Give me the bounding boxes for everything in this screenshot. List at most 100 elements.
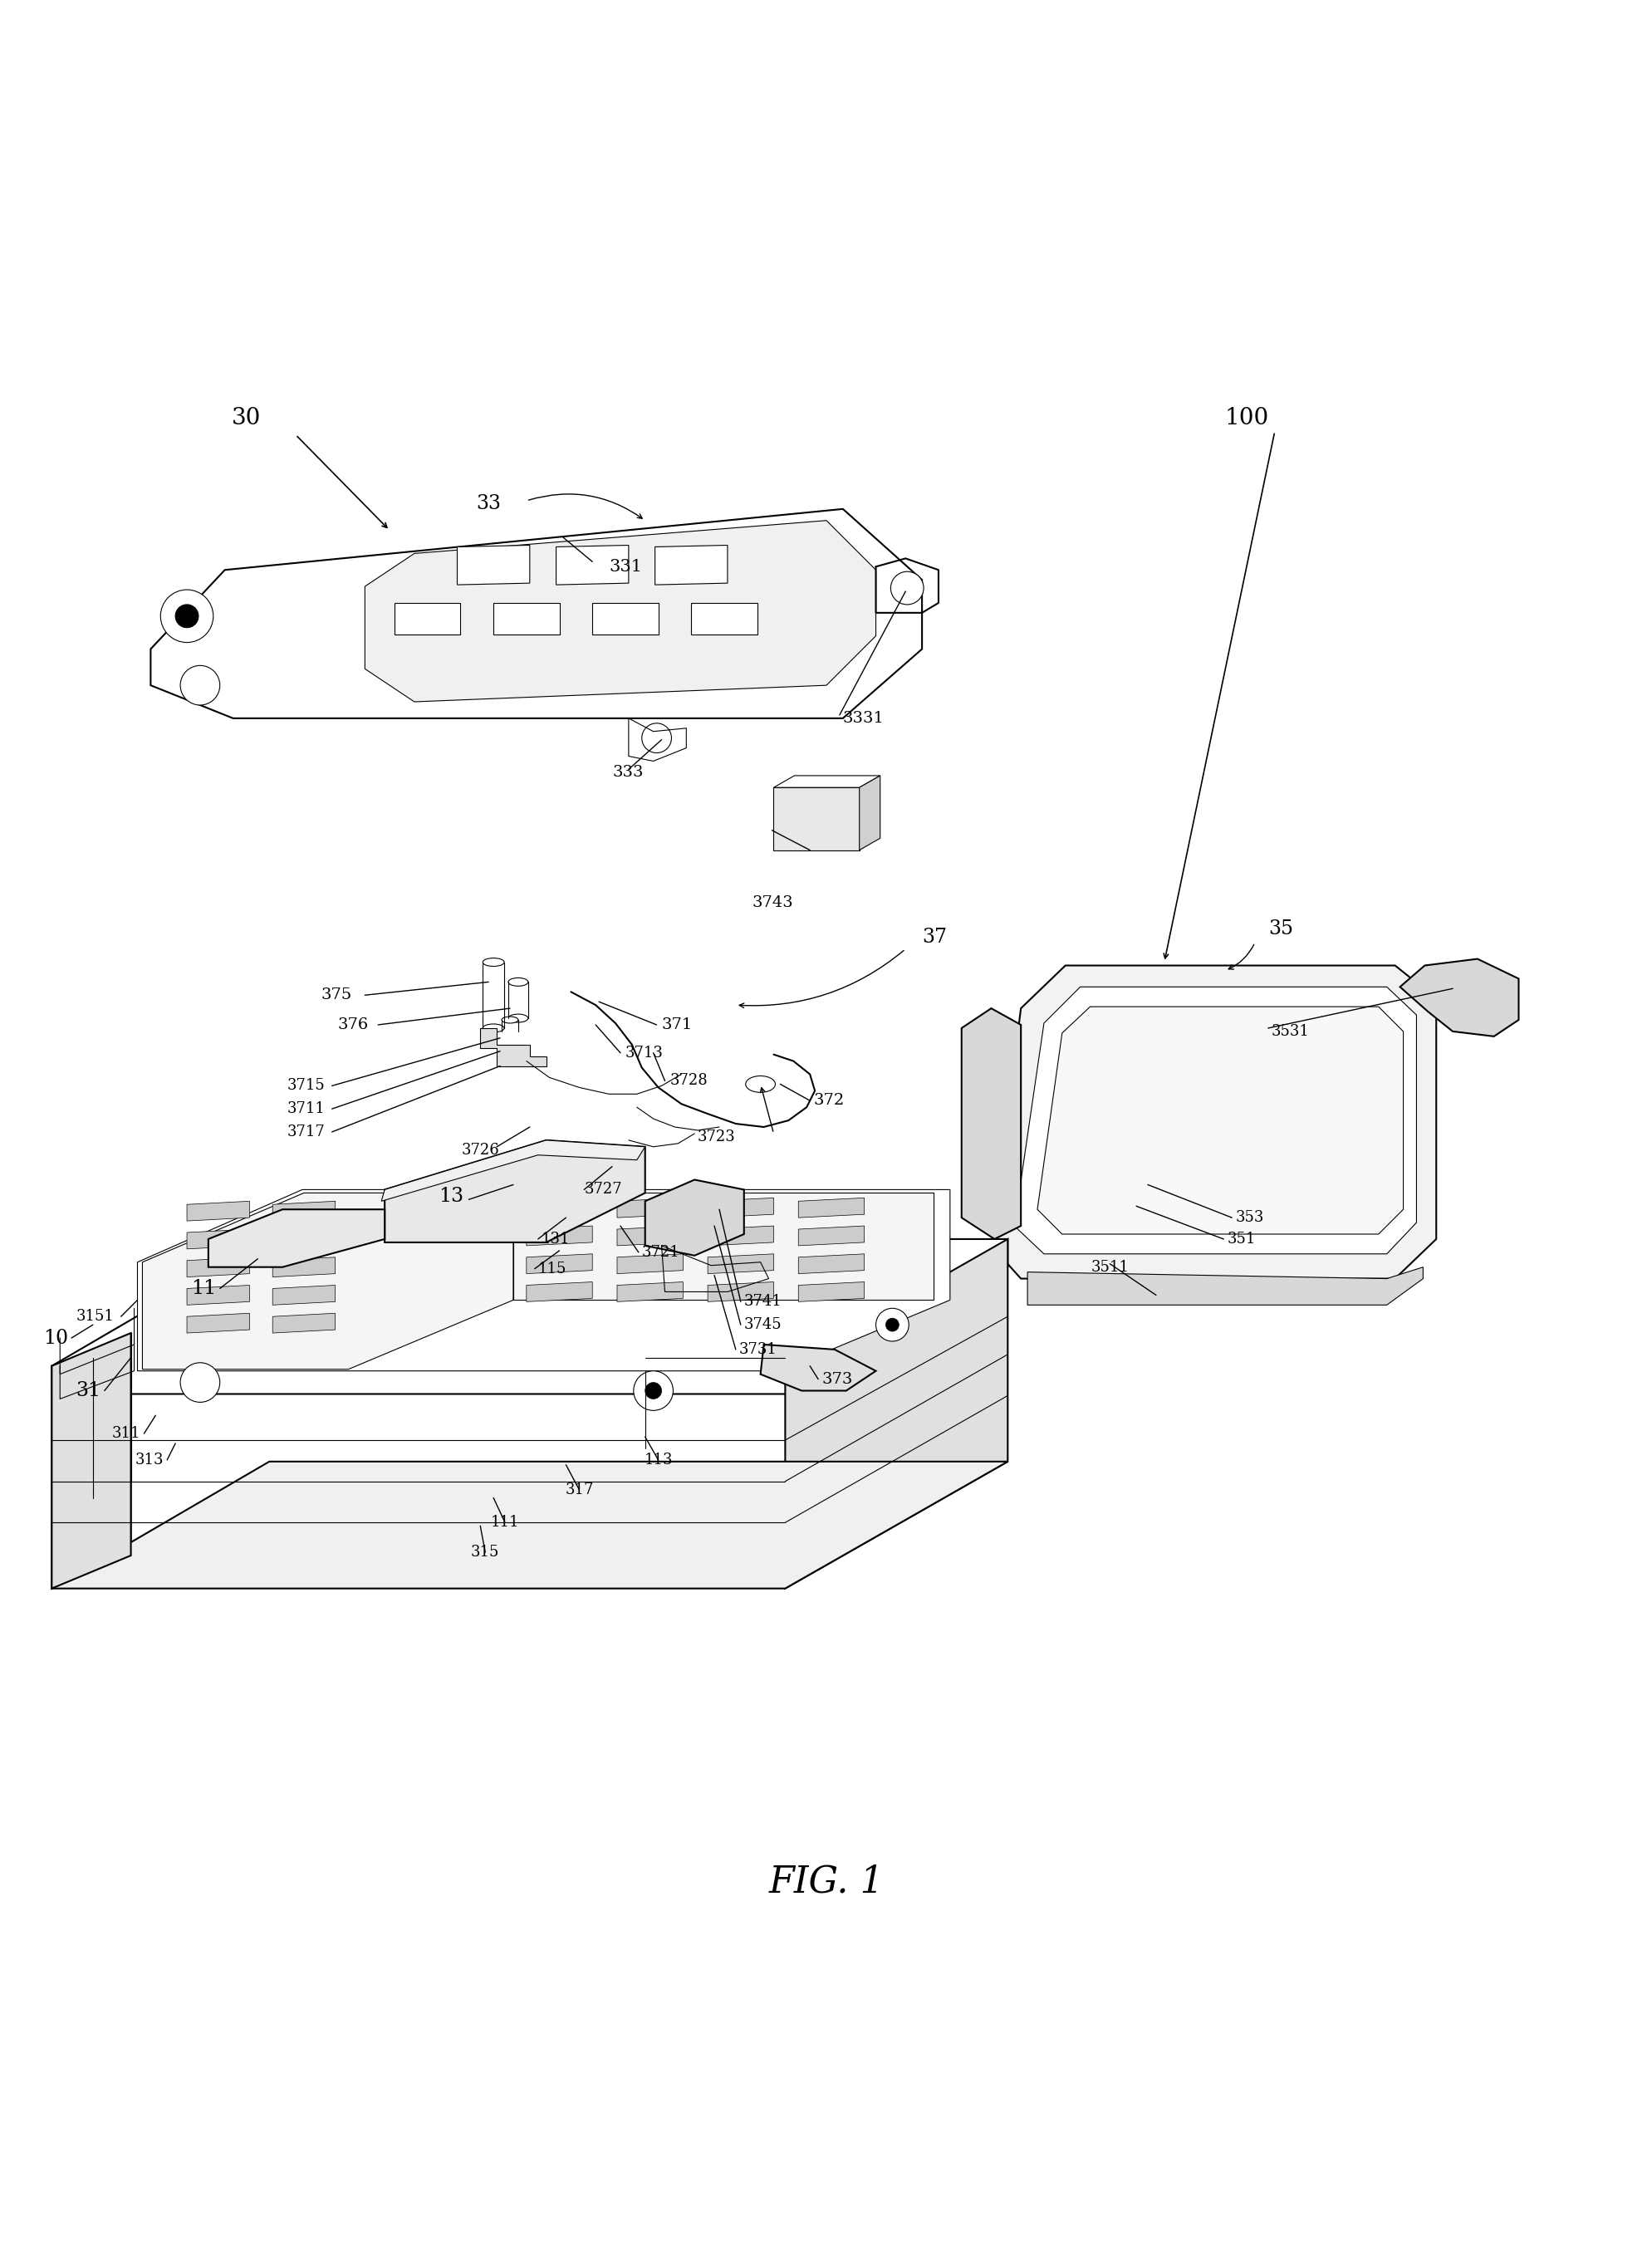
Text: 10: 10 bbox=[43, 1328, 68, 1348]
Polygon shape bbox=[458, 545, 530, 584]
Polygon shape bbox=[991, 965, 1436, 1278]
Polygon shape bbox=[51, 1461, 1008, 1589]
Text: 30: 30 bbox=[231, 408, 261, 431]
Polygon shape bbox=[555, 545, 628, 584]
Polygon shape bbox=[798, 1197, 864, 1217]
Polygon shape bbox=[527, 1226, 591, 1246]
Polygon shape bbox=[707, 1226, 773, 1246]
Text: 317: 317 bbox=[565, 1483, 593, 1497]
Polygon shape bbox=[273, 1228, 335, 1249]
Text: FIG. 1: FIG. 1 bbox=[768, 1864, 884, 1900]
Text: 331: 331 bbox=[608, 559, 643, 575]
Polygon shape bbox=[273, 1285, 335, 1305]
Polygon shape bbox=[1014, 987, 1416, 1253]
Text: 3728: 3728 bbox=[669, 1073, 707, 1089]
Polygon shape bbox=[616, 1253, 682, 1274]
Polygon shape bbox=[760, 1346, 876, 1391]
Polygon shape bbox=[798, 1253, 864, 1274]
Polygon shape bbox=[654, 545, 727, 584]
Polygon shape bbox=[187, 1228, 249, 1249]
Polygon shape bbox=[51, 1332, 131, 1589]
Polygon shape bbox=[142, 1192, 514, 1368]
Text: 35: 35 bbox=[1267, 920, 1292, 938]
Ellipse shape bbox=[482, 1023, 504, 1032]
Text: 372: 372 bbox=[813, 1093, 844, 1109]
Polygon shape bbox=[208, 1210, 385, 1267]
Polygon shape bbox=[707, 1253, 773, 1274]
Polygon shape bbox=[514, 1192, 933, 1301]
Text: 373: 373 bbox=[821, 1373, 852, 1386]
Polygon shape bbox=[187, 1285, 249, 1305]
Circle shape bbox=[641, 724, 671, 753]
Polygon shape bbox=[798, 1283, 864, 1303]
Ellipse shape bbox=[482, 958, 504, 967]
Polygon shape bbox=[527, 1197, 591, 1217]
Text: 131: 131 bbox=[540, 1231, 570, 1246]
Text: 115: 115 bbox=[537, 1262, 567, 1276]
Polygon shape bbox=[616, 1226, 682, 1246]
Polygon shape bbox=[150, 509, 922, 719]
Text: 3743: 3743 bbox=[752, 895, 793, 911]
Polygon shape bbox=[1037, 1008, 1403, 1235]
Polygon shape bbox=[785, 1240, 1008, 1589]
Polygon shape bbox=[365, 521, 876, 701]
Polygon shape bbox=[591, 602, 657, 633]
Text: 351: 351 bbox=[1226, 1231, 1256, 1246]
Polygon shape bbox=[616, 1197, 682, 1217]
Polygon shape bbox=[707, 1283, 773, 1303]
Polygon shape bbox=[51, 1332, 131, 1589]
Text: 3717: 3717 bbox=[287, 1125, 325, 1141]
Polygon shape bbox=[382, 1141, 644, 1201]
Text: 31: 31 bbox=[76, 1382, 101, 1400]
Text: 313: 313 bbox=[135, 1452, 164, 1467]
Text: 3741: 3741 bbox=[743, 1294, 781, 1310]
Text: 3723: 3723 bbox=[697, 1129, 735, 1145]
Polygon shape bbox=[859, 775, 881, 850]
Polygon shape bbox=[527, 1283, 591, 1303]
Polygon shape bbox=[187, 1201, 249, 1222]
Polygon shape bbox=[616, 1283, 682, 1303]
Polygon shape bbox=[273, 1258, 335, 1278]
Polygon shape bbox=[187, 1314, 249, 1332]
Text: 3715: 3715 bbox=[287, 1077, 325, 1093]
Polygon shape bbox=[691, 602, 757, 633]
Circle shape bbox=[180, 665, 220, 706]
Polygon shape bbox=[273, 1314, 335, 1332]
Polygon shape bbox=[527, 1253, 591, 1274]
Text: 37: 37 bbox=[922, 929, 947, 947]
Ellipse shape bbox=[502, 1017, 519, 1023]
Circle shape bbox=[890, 573, 923, 604]
Text: 3727: 3727 bbox=[583, 1181, 621, 1197]
Polygon shape bbox=[1399, 958, 1518, 1037]
Circle shape bbox=[644, 1382, 661, 1400]
Polygon shape bbox=[385, 1141, 644, 1242]
Polygon shape bbox=[961, 1008, 1021, 1240]
Circle shape bbox=[160, 591, 213, 642]
Text: 3531: 3531 bbox=[1270, 1023, 1308, 1039]
Ellipse shape bbox=[509, 978, 529, 985]
Text: 33: 33 bbox=[476, 494, 501, 514]
Ellipse shape bbox=[509, 1014, 529, 1023]
Text: 3511: 3511 bbox=[1090, 1260, 1128, 1274]
Text: 3721: 3721 bbox=[641, 1244, 679, 1260]
Text: 100: 100 bbox=[1224, 408, 1269, 431]
Text: 376: 376 bbox=[337, 1017, 368, 1032]
Polygon shape bbox=[773, 787, 859, 850]
Text: 111: 111 bbox=[491, 1515, 519, 1530]
Circle shape bbox=[885, 1319, 899, 1332]
Text: 375: 375 bbox=[320, 987, 352, 1003]
Polygon shape bbox=[644, 1179, 743, 1255]
Text: 3745: 3745 bbox=[743, 1316, 781, 1332]
Polygon shape bbox=[1028, 1267, 1422, 1305]
Text: 3713: 3713 bbox=[624, 1046, 662, 1059]
Text: 11: 11 bbox=[192, 1278, 216, 1298]
Text: 311: 311 bbox=[112, 1427, 140, 1440]
Text: 3711: 3711 bbox=[287, 1102, 325, 1116]
Text: 333: 333 bbox=[611, 764, 643, 780]
Polygon shape bbox=[494, 602, 558, 633]
Polygon shape bbox=[798, 1226, 864, 1246]
Polygon shape bbox=[395, 602, 461, 633]
Circle shape bbox=[633, 1370, 672, 1411]
Circle shape bbox=[180, 1364, 220, 1402]
Text: 353: 353 bbox=[1234, 1210, 1264, 1226]
